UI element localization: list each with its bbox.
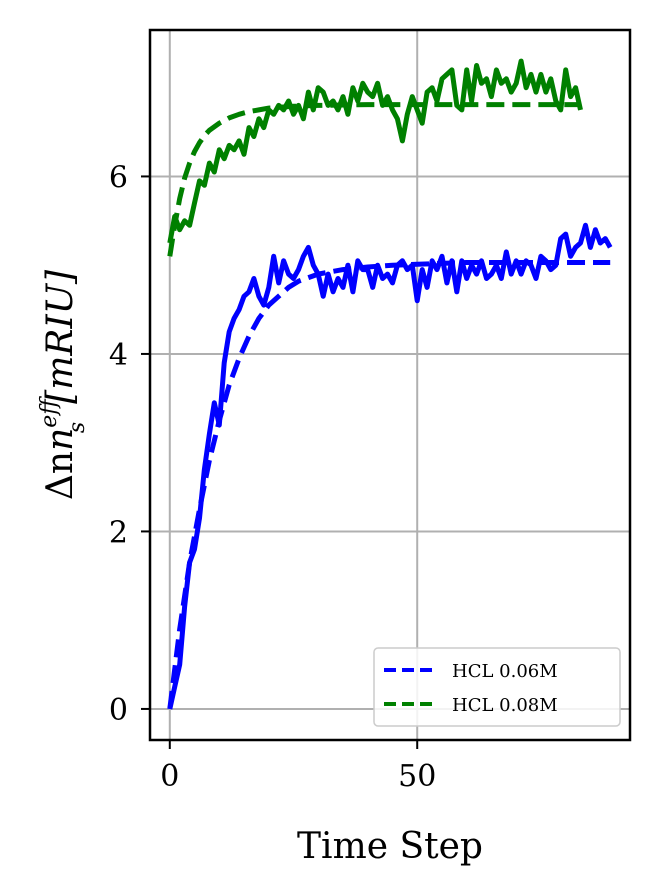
plot-frame (148, 28, 632, 742)
x-tick-label: 0 (160, 759, 179, 794)
measured-line-3 (167, 58, 583, 244)
legend-entry: HCL 0.06M (452, 661, 558, 682)
x-tick-label: 50 (398, 759, 436, 794)
legend: HCL 0.06M HCL 0.08M (373, 647, 621, 727)
x-axis-label: Time Step (297, 826, 483, 867)
series-layer (167, 58, 613, 710)
y-axis-label: Δnneff s[mRIU] (37, 269, 90, 500)
measured-line-1 (167, 222, 613, 710)
legend-box (373, 647, 621, 727)
legend-entry: HCL 0.08M (452, 695, 558, 716)
y-tick-label: 2 (109, 515, 128, 550)
fit-line-0 (167, 260, 611, 710)
fit-line-2 (167, 102, 581, 257)
y-tick-label: 0 (109, 693, 128, 728)
y-tick-label: 6 (109, 160, 128, 195)
axis-ticks: 0 50 0 2 4 6 (109, 160, 436, 794)
y-tick-label: 4 (109, 338, 128, 373)
